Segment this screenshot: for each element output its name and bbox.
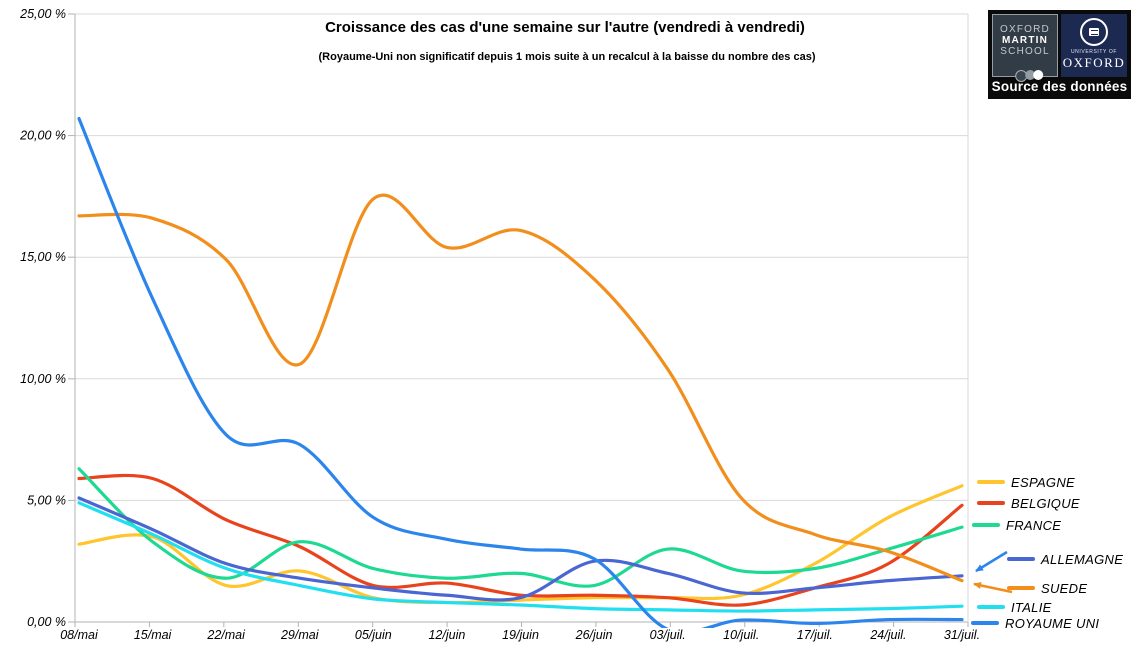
legend-label: ESPAGNE [1011,474,1075,490]
oxford-logos: OXFORD MARTIN SCHOOL UNIVERSITY OF OXFOR… [991,13,1128,82]
source-caption: Source des données [991,79,1128,94]
legend-item-espagne: ESPAGNE [977,474,1075,490]
legend-item-suede: SUEDE [1007,580,1088,596]
oms-text-martin: MARTIN [1001,35,1049,46]
legend-label: SUEDE [1041,580,1088,596]
x-axis-label: 17/juil. [797,628,833,642]
x-axis-label: 10/juil. [723,628,759,642]
x-axis-label: 31/juil. [944,628,980,642]
series-line-espagne [77,484,964,605]
x-axis-label: 15/mai [134,628,173,642]
x-axis-label: 08/mai [60,628,99,642]
oms-text-oxford: OXFORD [1000,24,1050,35]
legend-swatch [1007,557,1035,561]
oms-dots-icon [1015,70,1044,82]
oms-text-school: SCHOOL [1000,46,1050,57]
x-axis-label: 24/juil. [869,628,906,642]
x-axis-labels: 08/mai 15/mai 22/mai 29/mai 05/juin 12/juin 19… [60,628,980,642]
y-axis-label: 10,00 % [20,372,66,386]
legend-label: ROYAUME UNI [1005,615,1100,631]
university-of-oxford-logo: UNIVERSITY OF OXFORD [1061,14,1127,77]
legend-label: ALLEMAGNE [1041,551,1124,567]
y-axis-label: 15,00 % [20,250,66,264]
chart-title: Croissance des cas d'une semaine sur l'a… [325,19,805,36]
x-axis-label: 05/juin [355,628,392,642]
legend-item-italie: ITALIE [977,599,1052,615]
legend-swatch [977,480,1005,484]
legend-item-france: FRANCE [972,517,1062,533]
pointer-arrow-allemagne [975,550,1008,573]
chart-subtitle: (Royaume-Uni non significatif depuis 1 m… [318,51,816,63]
data-source-link[interactable]: OXFORD MARTIN SCHOOL UNIVERSITY OF OXFOR… [988,10,1131,99]
x-axis-label: 12/juin [428,628,465,642]
legend-label: BELGIQUE [1011,495,1080,511]
legend-swatch [977,605,1005,609]
oxford-text-small: UNIVERSITY OF [1070,49,1118,55]
pointer-arrow-suede [973,582,1013,594]
series-line-royaume-uni [77,116,964,628]
y-axis-label: 0,00 % [27,615,66,629]
x-axis-label: 22/mai [206,628,246,642]
legend-label: FRANCE [1006,517,1062,533]
oxford-crest-icon [1080,18,1108,46]
y-axis-labels: 0,00 % 5,00 % 10,00 % 15,00 % 20,00 % 25,00 % [19,7,66,629]
series-line-italie [77,501,964,613]
y-axis-label: 20,00 % [19,129,66,143]
x-axis-label: 29/mai [280,628,320,642]
series-lines [77,116,964,628]
legend-swatch [971,621,999,625]
legend-item-royaume-uni: ROYAUME UNI [971,615,1100,631]
gridlines [68,13,969,627]
legend-item-belgique: BELGIQUE [977,495,1080,511]
oxford-text-name: OXFORD [1062,55,1126,70]
legend-swatch [972,523,1000,527]
series-line-france [77,467,964,588]
legend-label: ITALIE [1011,599,1052,615]
oxford-martin-school-logo: OXFORD MARTIN SCHOOL [992,14,1058,82]
legend-item-allemagne: ALLEMAGNE [1007,551,1124,567]
series-line-suede [77,193,964,583]
x-axis-label: 26/juin [575,628,613,642]
series-line-allemagne [77,496,964,602]
legend-swatch [1007,586,1035,590]
legend-swatch [977,501,1005,505]
x-axis-label: 19/juin [502,628,539,642]
y-axis-label: 5,00 % [27,493,66,507]
y-axis-label: 25,00 % [19,7,66,21]
x-axis-label: 03/juil. [650,628,686,642]
